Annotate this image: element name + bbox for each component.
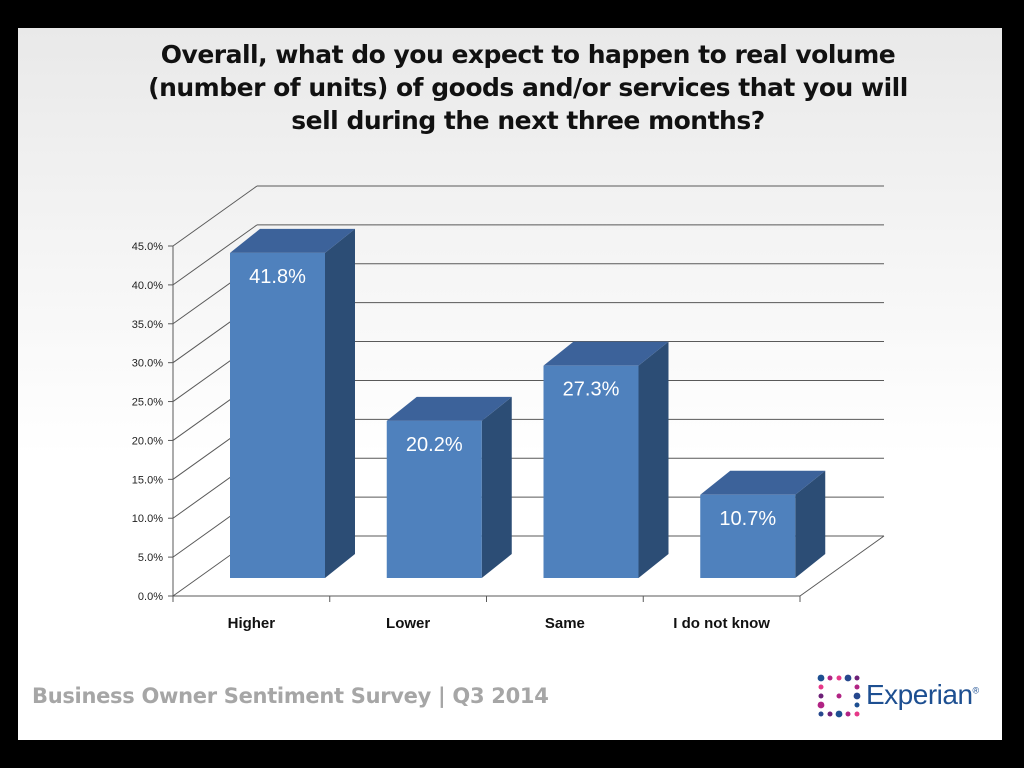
logo-name: Experian xyxy=(866,679,973,710)
bar-top xyxy=(543,341,669,366)
bar-chart: 0.0% 5.0% 10.0% 15.0% 20.0% 25.0% 30.0% 35.0% 40… xyxy=(132,185,885,632)
bar-side xyxy=(481,396,512,578)
y-tick-label: 5.0% xyxy=(138,552,163,564)
bar xyxy=(230,252,325,578)
logo-dot xyxy=(845,711,851,717)
data-label: 20.2% xyxy=(406,434,463,456)
logo-dot xyxy=(853,692,861,700)
logo-dot xyxy=(854,702,860,708)
x-tick-label: Higher xyxy=(228,615,276,632)
logo-dot xyxy=(836,693,842,699)
x-tick-label: I do not know xyxy=(673,615,770,632)
logo-dot xyxy=(854,675,860,681)
logo-dot xyxy=(835,710,843,718)
logo-dot xyxy=(817,674,825,682)
bar-side xyxy=(795,470,826,578)
bar xyxy=(386,420,482,578)
logo-dot xyxy=(844,674,852,682)
logo-dot xyxy=(818,711,824,717)
logo-dot xyxy=(836,675,842,681)
y-tick-label: 35.0% xyxy=(132,319,163,331)
x-tick-label: Lower xyxy=(386,615,430,632)
bar xyxy=(543,365,639,578)
y-tick-label: 40.0% xyxy=(132,280,163,292)
y-tick-label: 30.0% xyxy=(132,358,163,370)
logo-registered-mark: ® xyxy=(972,685,980,696)
logo-dot xyxy=(818,693,824,699)
floor-edge xyxy=(799,535,885,597)
gridline-side xyxy=(172,224,258,286)
data-label: 27.3% xyxy=(563,379,620,401)
bar xyxy=(700,494,796,578)
y-tick-label: 0.0% xyxy=(138,591,163,603)
y-tick-label: 45.0% xyxy=(132,241,163,253)
logo-dot xyxy=(817,701,825,709)
y-tick-label: 25.0% xyxy=(132,397,163,409)
data-label: 41.8% xyxy=(249,266,306,288)
bar-top xyxy=(230,228,355,253)
bar-side xyxy=(325,228,355,578)
bar-side xyxy=(638,341,669,578)
bar-top xyxy=(386,396,512,421)
y-tick-label: 20.0% xyxy=(132,435,163,447)
footer: Business Owner Sentiment Survey | Q3 201… xyxy=(18,660,1002,740)
chart-title: Overall, what do you expect to happen to… xyxy=(148,40,908,135)
y-tick-label: 10.0% xyxy=(132,513,163,525)
slide: Overall, what do you expect to happen to… xyxy=(18,28,1002,740)
logo-dot xyxy=(827,675,833,681)
logo-dot xyxy=(854,684,860,690)
experian-logo-icon xyxy=(817,674,861,718)
logo-dot xyxy=(854,711,860,717)
experian-logo-text: Experian® xyxy=(866,679,979,711)
data-label: 10.7% xyxy=(719,508,776,530)
footer-text: Business Owner Sentiment Survey | Q3 201… xyxy=(32,684,549,708)
bar-top xyxy=(700,470,826,495)
logo-dot xyxy=(827,711,833,717)
logo-dot xyxy=(818,684,824,690)
x-tick-label: Same xyxy=(545,615,585,632)
y-tick-label: 15.0% xyxy=(132,474,163,486)
gridline-side xyxy=(172,185,258,247)
